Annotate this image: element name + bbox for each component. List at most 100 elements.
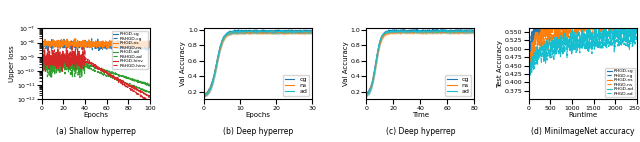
RHGD-ad: [102, 70, 110, 72]
PHGD-ad: [606, 30, 614, 32]
PHGD-ns: [589, 30, 597, 31]
RSHGD-hinv: [127, 89, 134, 91]
RSHGD-cg: [88, 38, 95, 40]
RHGD-cg: [146, 45, 154, 46]
RSHGD-hinv: [90, 63, 97, 65]
Line: RHGD-ad: RHGD-ad: [529, 22, 637, 86]
PHGD-cg: [589, 13, 597, 15]
RHGD-ns: [614, 16, 621, 18]
RHGD-hinv: [102, 72, 110, 74]
RSHGD-hinv: [97, 68, 104, 70]
RSHGD-cg: [127, 45, 134, 47]
Line: RHGD-hinv: RHGD-hinv: [42, 49, 150, 97]
PHGD-ns: [583, 36, 591, 37]
Y-axis label: Val Accuracy: Val Accuracy: [343, 41, 349, 86]
RHGD-cg: [525, 78, 532, 80]
Line: PHGD-cg: PHGD-cg: [529, 0, 637, 89]
RSHGD-hinv: [145, 102, 153, 104]
RSHGD-cg: [38, 43, 45, 44]
RHGD-ns: [144, 42, 152, 44]
RSHGD-ad: [90, 69, 97, 70]
RHGD-hinv: [72, 48, 79, 50]
Line: PHGD-ns: PHGD-ns: [529, 11, 637, 82]
RSHGD-ad: [38, 72, 45, 74]
RHGD-cg: [80, 50, 88, 51]
RHGD-hinv: [38, 62, 45, 64]
PHGD-cg: [583, 11, 591, 13]
RHGD-cg: [94, 38, 102, 40]
RHGD-ad: [630, 28, 638, 29]
PHGD-cg: [633, 1, 640, 3]
RHGD-cg: [102, 42, 110, 44]
X-axis label: Epochs: Epochs: [246, 112, 271, 118]
RHGD-ns: [127, 42, 134, 43]
RHGD-ad: [90, 65, 97, 67]
RHGD-ad: [614, 32, 621, 34]
PHGD-cg: [614, 6, 621, 8]
RHGD-ns: [525, 85, 532, 86]
RSHGD-ad: [74, 55, 81, 57]
RSHGD-ns: [90, 46, 98, 48]
X-axis label: Runtime: Runtime: [568, 112, 597, 118]
RSHGD-ns: [146, 44, 154, 46]
RHGD-ad: [97, 69, 104, 70]
PHGD-ad: [577, 46, 584, 48]
RSHGD-ad: [127, 85, 134, 86]
RHGD-cg: [90, 43, 97, 44]
Legend: cg, ns, ad: cg, ns, ad: [445, 75, 471, 96]
RHGD-ns: [97, 43, 104, 45]
PHGD-ns: [633, 25, 640, 26]
RHGD-cg: [583, 4, 591, 6]
RHGD-ad: [127, 78, 134, 80]
PHGD-ns: [576, 29, 584, 30]
Line: RHGD-ad: RHGD-ad: [42, 53, 150, 86]
Legend: RHGD-cg, RSHGD-cg, RHGD-ns, RSHGD-ns, RHGD-ad, RSHGD-ad, RHGD-hinv, RSHGD-hinv: RHGD-cg, RSHGD-cg, RHGD-ns, RSHGD-ns, RH…: [111, 31, 148, 69]
RSHGD-cg: [102, 46, 110, 47]
RHGD-ad: [143, 83, 151, 85]
RSHGD-hinv: [143, 101, 151, 103]
PHGD-ad: [576, 45, 584, 46]
RHGD-cg: [38, 45, 45, 47]
Text: (b) Deep hyperrep: (b) Deep hyperrep: [223, 127, 293, 136]
RHGD-ns: [633, 12, 640, 14]
RHGD-ns: [583, 17, 591, 19]
RHGD-hinv: [127, 85, 134, 87]
PHGD-ad: [589, 44, 597, 46]
RHGD-ns: [589, 12, 597, 13]
RSHGD-ns: [144, 44, 152, 46]
RHGD-ns: [576, 7, 584, 9]
RHGD-ns: [70, 38, 78, 40]
Y-axis label: Val Accuracy: Val Accuracy: [180, 41, 186, 86]
RHGD-ad: [145, 85, 153, 87]
RHGD-ad: [146, 83, 154, 85]
RSHGD-ns: [68, 50, 76, 52]
RSHGD-ns: [127, 44, 134, 46]
RSHGD-hinv: [90, 64, 98, 65]
PHGD-ns: [577, 27, 584, 29]
PHGD-cg: [577, 6, 584, 8]
Text: (a) Shallow hyperrep: (a) Shallow hyperrep: [56, 127, 136, 136]
Line: RHGD-ns: RHGD-ns: [529, 1, 637, 86]
RHGD-ns: [102, 47, 110, 49]
RHGD-ad: [577, 37, 584, 38]
Text: (d) MiniImageNet accuracy: (d) MiniImageNet accuracy: [531, 127, 634, 136]
RHGD-ns: [623, 1, 630, 2]
RSHGD-cg: [90, 46, 97, 47]
RHGD-ns: [577, 14, 584, 16]
RSHGD-ad: [97, 71, 104, 73]
RHGD-cg: [144, 45, 152, 47]
RHGD-ns: [68, 48, 76, 50]
RSHGD-ns: [38, 40, 45, 42]
RHGD-hinv: [145, 97, 153, 98]
RSHGD-cg: [97, 44, 104, 46]
RHGD-ad: [38, 71, 45, 72]
RSHGD-cg: [90, 45, 98, 46]
RHGD-hinv: [90, 64, 97, 66]
RSHGD-ns: [102, 45, 110, 46]
PHGD-ad: [614, 39, 621, 41]
RSHGD-ad: [146, 92, 154, 94]
Line: RSHGD-ns: RSHGD-ns: [42, 39, 150, 51]
RHGD-hinv: [143, 95, 151, 96]
Legend: RHGD-cg, PHGD-cg, RHGD-ns, PHGD-ns, RHGD-ad, PHGD-ad: RHGD-cg, PHGD-cg, RHGD-ns, PHGD-ns, RHGD…: [605, 68, 635, 97]
RHGD-ad: [595, 21, 603, 23]
